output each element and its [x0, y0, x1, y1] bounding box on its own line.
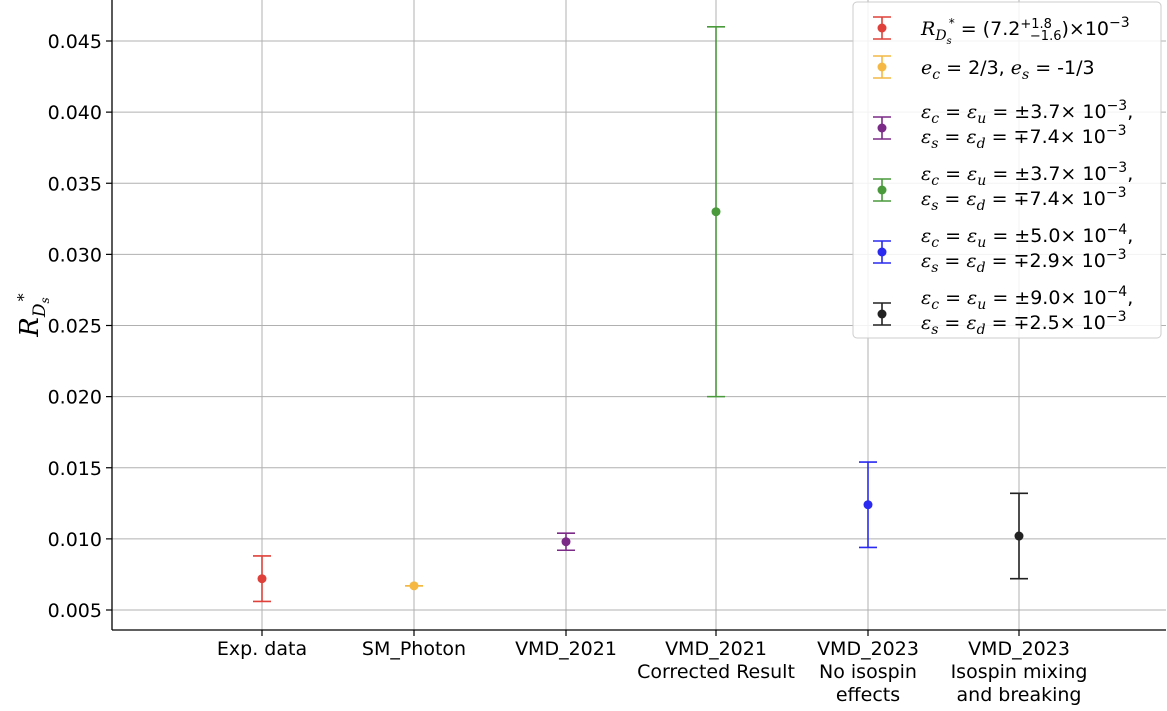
y-tick-label: 0.020 [48, 387, 102, 409]
y-tick-label: 0.015 [48, 458, 102, 480]
y-ticks: 0.005 0.010 0.015 0.020 0.025 0.030 0.035 0.040… [48, 31, 112, 622]
marker [1014, 531, 1024, 541]
data-point-0 [253, 555, 271, 603]
x-tick-label: VMD_2021 [665, 638, 767, 660]
legend-marker-dot [877, 185, 887, 195]
y-tick-label: 0.010 [48, 529, 102, 551]
legend-label: εs = εd = ∓7.4× 10−3 [921, 185, 1126, 214]
data-point-3 [707, 25, 725, 398]
legend-entry-0: RDs* = (7.2+1.8 −1.6)×10−3 [873, 15, 1130, 47]
x-tick-label: SM_Photon [362, 638, 466, 660]
data-points [253, 25, 1028, 603]
legend-entry-3: εc = εu = ±3.7× 10−3,εs = εd = ∓7.4× 10−… [873, 160, 1133, 214]
legend-marker-dot [877, 123, 887, 133]
x-tick-label: Corrected Result [637, 661, 795, 683]
legend-label: RDs* = (7.2+1.8 −1.6)×10−3 [920, 15, 1130, 47]
y-axis-label: RDs* [14, 293, 52, 337]
marker [257, 574, 267, 584]
x-tick-label: and breaking [957, 684, 1082, 706]
legend-label: εs = εd = ∓7.4× 10−3 [921, 123, 1126, 152]
x-tick-label: Exp. data [217, 638, 307, 660]
legend-marker-dot [877, 247, 887, 257]
legend-frame [852, 1, 1162, 339]
data-point-4 [859, 461, 877, 549]
data-point-1 [405, 581, 423, 591]
x-tick-label: VMD_2021 [515, 638, 617, 660]
legend-marker-dot [877, 62, 887, 72]
y-tick-label: 0.025 [48, 316, 102, 338]
legend-label: εc = εu = ±3.7× 10−3, [921, 98, 1133, 127]
legend-entry-4: εc = εu = ±5.0× 10−4,εs = εd = ∓2.9× 10−… [873, 222, 1133, 276]
y-tick-label: 0.040 [48, 102, 102, 124]
legend-entry-5: εc = εu = ±9.0× 10−4,εs = εd = ∓2.5× 10−… [873, 284, 1133, 338]
x-tick-label: VMD_2023 [817, 638, 919, 660]
y-axis-label-text: RDs* [14, 293, 52, 337]
x-tick-label: Isospin mixing [951, 661, 1088, 683]
legend-entry-2: εc = εu = ±3.7× 10−3,εs = εd = ∓7.4× 10−… [873, 98, 1133, 152]
marker [409, 581, 419, 591]
legend-label: ec = 2/3, es = -1/3 [921, 57, 1095, 83]
y-tick-label: 0.045 [48, 31, 102, 53]
x-tick-label: No isospin [819, 661, 917, 683]
legend-label: εs = εd = ∓2.9× 10−3 [921, 247, 1126, 276]
data-point-2 [557, 532, 575, 552]
marker [711, 207, 721, 217]
axes [111, 0, 1166, 631]
y-tick-label: 0.035 [48, 173, 102, 195]
x-tick-label: VMD_2023 [968, 638, 1070, 660]
legend-marker-dot [877, 309, 887, 319]
x-ticks: Exp. data SM_Photon VMD_2021 VMD_2021Correc… [217, 630, 1088, 706]
legend: RDs* = (7.2+1.8 −1.6)×10−3 ec = 2/3, es = … [852, 1, 1162, 339]
legend-label: εc = εu = ±5.0× 10−4, [921, 222, 1133, 251]
marker [863, 500, 873, 510]
legend-entry-1: ec = 2/3, es = -1/3 [873, 55, 1095, 83]
data-point-5 [1010, 492, 1028, 580]
marker [561, 537, 571, 547]
x-tick-label: effects [836, 684, 900, 706]
y-tick-label: 0.005 [48, 600, 102, 622]
legend-label: εc = εu = ±9.0× 10−4, [921, 284, 1133, 313]
y-tick-label: 0.030 [48, 244, 102, 266]
legend-label: εs = εd = ∓2.5× 10−3 [921, 309, 1126, 338]
legend-marker-dot [877, 23, 887, 33]
legend-label: εc = εu = ±3.7× 10−3, [921, 160, 1133, 189]
